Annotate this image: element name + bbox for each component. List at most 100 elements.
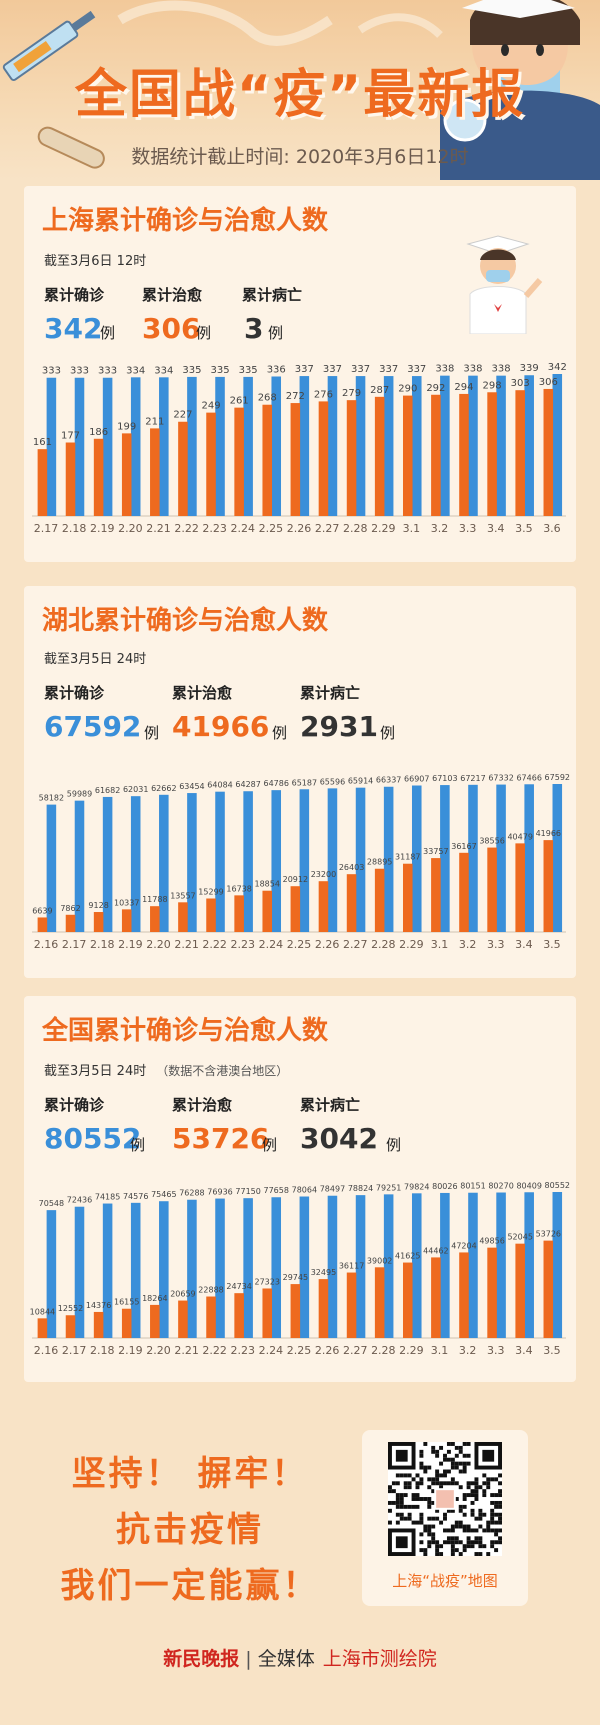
cured-data-label: 24734	[226, 1282, 251, 1291]
confirmed-bar	[74, 377, 85, 516]
x-tick-label: 2.21	[146, 522, 171, 535]
x-tick-label: 2.19	[90, 522, 115, 535]
cured-bar	[374, 396, 385, 516]
cured-bar	[121, 909, 132, 932]
hubei-deaths-label: 累计病亡	[300, 684, 361, 702]
confirmed-bar	[411, 376, 422, 516]
confirmed-bar	[440, 785, 450, 932]
confirmed-bar	[46, 804, 57, 932]
confirmed-bar	[187, 1199, 197, 1338]
confirmed-bar	[271, 790, 282, 932]
confirmed-bar	[411, 1193, 422, 1338]
x-tick-label: 2.21	[174, 938, 199, 951]
hubei-confirmed-label: 累计确诊	[44, 684, 105, 702]
confirmed-bar	[102, 796, 113, 932]
confirmed-data-label: 80270	[488, 1182, 513, 1191]
confirmed-data-label: 66907	[404, 774, 429, 783]
cured-data-label: 36167	[451, 842, 476, 851]
confirmed-data-label: 74185	[95, 1193, 120, 1202]
cured-bar	[515, 843, 525, 932]
footer-brand: 新民晚报	[163, 1648, 240, 1670]
qr-code-icon[interactable]	[388, 1442, 502, 1556]
x-tick-label: 2.28	[343, 522, 368, 535]
x-tick-label: 2.16	[34, 938, 59, 951]
confirmed-bar	[215, 1198, 225, 1338]
cured-bar	[206, 1296, 216, 1338]
confirmed-bar	[159, 1201, 169, 1338]
cured-data-label: 26403	[339, 863, 364, 872]
national-deaths-unit: 例	[386, 1136, 402, 1154]
x-tick-label: 3.3	[459, 522, 477, 535]
confirmed-data-label: 80409	[516, 1181, 541, 1190]
x-tick-label: 2.25	[259, 522, 284, 535]
confirmed-data-label: 72436	[67, 1196, 92, 1205]
national-card: 全国累计确诊与治愈人数 截至3月5日 24时 （数据不含港澳台地区） 累计确诊 累…	[24, 996, 576, 1382]
confirmed-bar	[355, 376, 366, 516]
cured-bar	[487, 847, 497, 932]
cured-bar	[402, 395, 413, 516]
cured-bar	[346, 874, 357, 932]
x-tick-label: 2.29	[371, 522, 396, 535]
confirmed-data-label: 77658	[264, 1186, 289, 1195]
confirmed-bar	[327, 1195, 338, 1338]
confirmed-bar	[440, 375, 450, 516]
confirmed-data-label: 67332	[488, 774, 513, 783]
syringe-icon	[2, 10, 96, 81]
cured-bar	[431, 1257, 441, 1338]
cured-data-label: 287	[370, 385, 389, 396]
x-tick-label: 3.5	[543, 1344, 561, 1357]
confirmed-bar	[102, 1203, 113, 1338]
cured-bar	[459, 852, 469, 932]
cured-bar	[543, 1240, 554, 1338]
confirmed-bar	[327, 376, 338, 516]
page-subtitle: 数据统计截止时间: 2020年3月6日12时	[131, 146, 469, 168]
confirmed-data-label: 76936	[207, 1188, 232, 1197]
confirmed-bar	[159, 377, 169, 516]
cured-data-label: 177	[61, 431, 80, 442]
hubei-cured-label: 累计治愈	[172, 684, 233, 702]
confirmed-bar	[552, 784, 563, 932]
cured-data-label: 9128	[88, 901, 108, 910]
cured-bar	[318, 881, 329, 932]
x-tick-label: 2.26	[315, 938, 340, 951]
cured-bar	[65, 442, 76, 516]
confirmed-bar	[524, 1192, 534, 1338]
x-tick-label: 2.22	[202, 938, 227, 951]
cured-data-label: 211	[145, 416, 164, 427]
confirmed-data-label: 62662	[151, 784, 176, 793]
cured-bar	[515, 1243, 525, 1338]
confirmed-data-label: 80026	[432, 1182, 457, 1191]
cured-bar	[459, 393, 469, 516]
x-tick-label: 3.6	[543, 522, 561, 535]
confirmed-bar	[46, 377, 57, 516]
cured-bar	[93, 1311, 104, 1338]
cured-bar	[234, 895, 244, 932]
shanghai-confirmed-label: 累计确诊	[44, 286, 105, 304]
x-tick-label: 2.23	[231, 1344, 256, 1357]
confirmed-data-label: 334	[154, 365, 173, 376]
confirmed-data-label: 338	[435, 364, 454, 375]
cured-bar	[262, 890, 273, 932]
confirmed-bar	[411, 785, 422, 932]
national-date: 截至3月5日 24时 （数据不含港澳台地区）	[44, 1064, 289, 1079]
footer-institute: 上海市测绘院	[322, 1648, 437, 1670]
cured-bar	[374, 1267, 385, 1338]
national-bar-chart: 70548 10844 2.16 72436 12552 2.17 74185 14376 2.…	[30, 1181, 570, 1357]
confirmed-data-label: 80552	[545, 1181, 570, 1190]
confirmed-bar	[440, 1192, 450, 1338]
confirmed-bar	[130, 1202, 141, 1338]
confirmed-bar	[102, 377, 113, 516]
cured-data-label: 249	[201, 401, 220, 412]
national-title: 全国累计确诊与治愈人数	[42, 1016, 329, 1046]
confirmed-data-label: 70548	[39, 1199, 64, 1208]
confirmed-data-label: 333	[42, 366, 61, 377]
cured-data-label: 13557	[170, 891, 195, 900]
qr-card[interactable]: 上海“战疫”地图	[362, 1430, 528, 1606]
confirmed-bar	[215, 376, 225, 516]
slogan-line-3: 我们一定能赢！	[60, 1566, 320, 1606]
hubei-date: 截至3月5日 24时	[44, 652, 147, 667]
cured-data-label: 44462	[423, 1246, 448, 1255]
confirmed-data-label: 58182	[39, 794, 64, 803]
confirmed-data-label: 64786	[264, 779, 289, 788]
confirmed-data-label: 338	[463, 364, 482, 375]
